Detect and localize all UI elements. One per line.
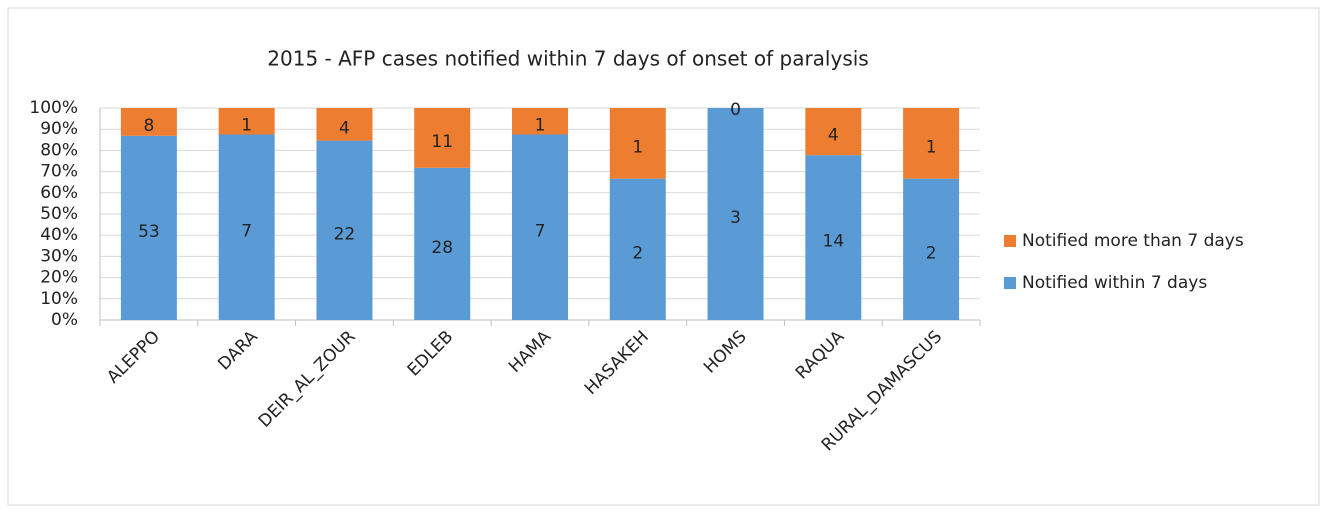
y-tick-label: 20% [40, 268, 78, 288]
bar-segment [218, 134, 275, 320]
legend-label: Notified within 7 days [1022, 273, 1207, 293]
data-label: 11 [431, 132, 453, 152]
data-label: 3 [730, 208, 741, 228]
data-label: 7 [241, 221, 252, 241]
data-label: 2 [926, 243, 937, 263]
bar-segment [120, 135, 177, 320]
data-label: 7 [535, 221, 546, 241]
y-tick-label: 40% [40, 225, 78, 245]
bar-segment [512, 134, 568, 320]
bar-segment [316, 140, 373, 320]
bar-segment [805, 108, 862, 156]
legend-label: Notified more than 7 days [1022, 231, 1244, 251]
legend-swatch [1004, 277, 1016, 289]
data-label: 22 [334, 224, 356, 244]
y-tick-label: 90% [40, 119, 78, 139]
data-label: 1 [926, 137, 937, 157]
data-label: 2 [632, 243, 643, 263]
data-label: 28 [431, 238, 453, 258]
y-tick-label: 60% [40, 183, 78, 203]
bar-segment [903, 178, 960, 320]
data-label: 1 [632, 137, 643, 157]
data-label: 1 [241, 115, 252, 135]
bar-segment [512, 108, 568, 135]
data-label: 8 [143, 116, 154, 136]
data-label: 4 [828, 126, 839, 146]
bar-segment [414, 167, 471, 320]
legend-swatch [1004, 235, 1016, 247]
y-tick-label: 70% [40, 162, 78, 182]
y-tick-label: 0% [51, 310, 78, 330]
bar-segment [707, 108, 764, 320]
data-label: 1 [535, 115, 546, 135]
y-tick-label: 100% [29, 98, 78, 118]
data-label: 53 [138, 222, 160, 242]
bar-segment [903, 108, 960, 179]
bar-segment [218, 108, 275, 135]
bar-segment [609, 178, 666, 320]
data-label: 0 [730, 100, 741, 120]
bar-segment [120, 108, 177, 136]
bar-segment [805, 155, 862, 320]
y-tick-label: 50% [40, 204, 78, 224]
y-tick-label: 30% [40, 246, 78, 266]
bar-segment [316, 108, 373, 141]
data-label: 14 [823, 232, 845, 252]
y-tick-label: 10% [40, 289, 78, 309]
y-tick-label: 80% [40, 140, 78, 160]
chart-title: 2015 - AFP cases notified within 7 days … [267, 47, 868, 71]
bar-segment [609, 108, 666, 179]
bar-segment [414, 108, 471, 168]
data-label: 4 [339, 118, 350, 138]
